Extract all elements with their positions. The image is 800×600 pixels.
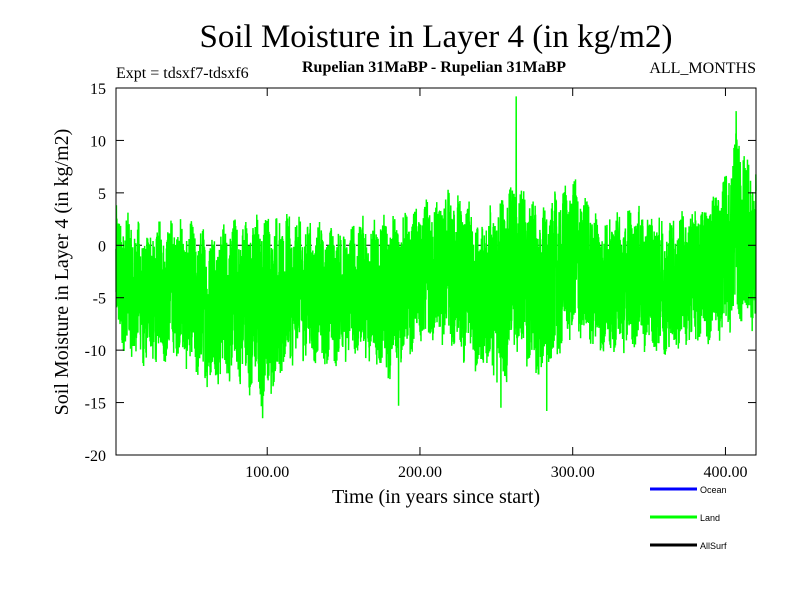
chart-title: Soil Moisture in Layer 4 (in kg/m2) [200,19,673,55]
x-tick-label: 100.00 [245,464,289,481]
chart-subtitle-left: Expt = tdsxf7-tdsxf6 [116,65,249,82]
y-tick-label: 0 [98,238,106,255]
y-tick-label: 10 [90,133,106,150]
legend-label-land: Land [700,513,720,523]
legend-label-ocean: Ocean [700,485,727,495]
y-tick-label: -5 [93,291,106,308]
y-tick-label: 5 [98,186,106,203]
chart-subtitle-right: ALL_MONTHS [649,60,756,77]
chart-subtitle-center: Rupelian 31MaBP - Rupelian 31MaBP [302,59,566,76]
legend-label-allsurf: AllSurf [700,541,727,551]
plot-area: -20 -15 -10 -5 0 5 10 15 100.00 200.00 300.00 400.0… [85,81,757,481]
series-line-land [115,96,757,419]
y-tick-label: -15 [85,396,106,413]
plot-frame [115,87,757,456]
x-tick-label: 200.00 [398,464,442,481]
y-tick-label: -20 [85,448,106,465]
x-axis-label: Time (in years since start) [332,486,540,508]
y-tick-label: -10 [85,343,106,360]
x-tick-label: 300.00 [551,464,595,481]
x-tick-label: 400.00 [703,464,747,481]
legend: Ocean Land AllSurf [650,485,727,551]
y-axis-label: Soil Moisture in Layer 4 (in kg/m2) [51,129,73,416]
y-tick-label: 15 [90,81,106,98]
